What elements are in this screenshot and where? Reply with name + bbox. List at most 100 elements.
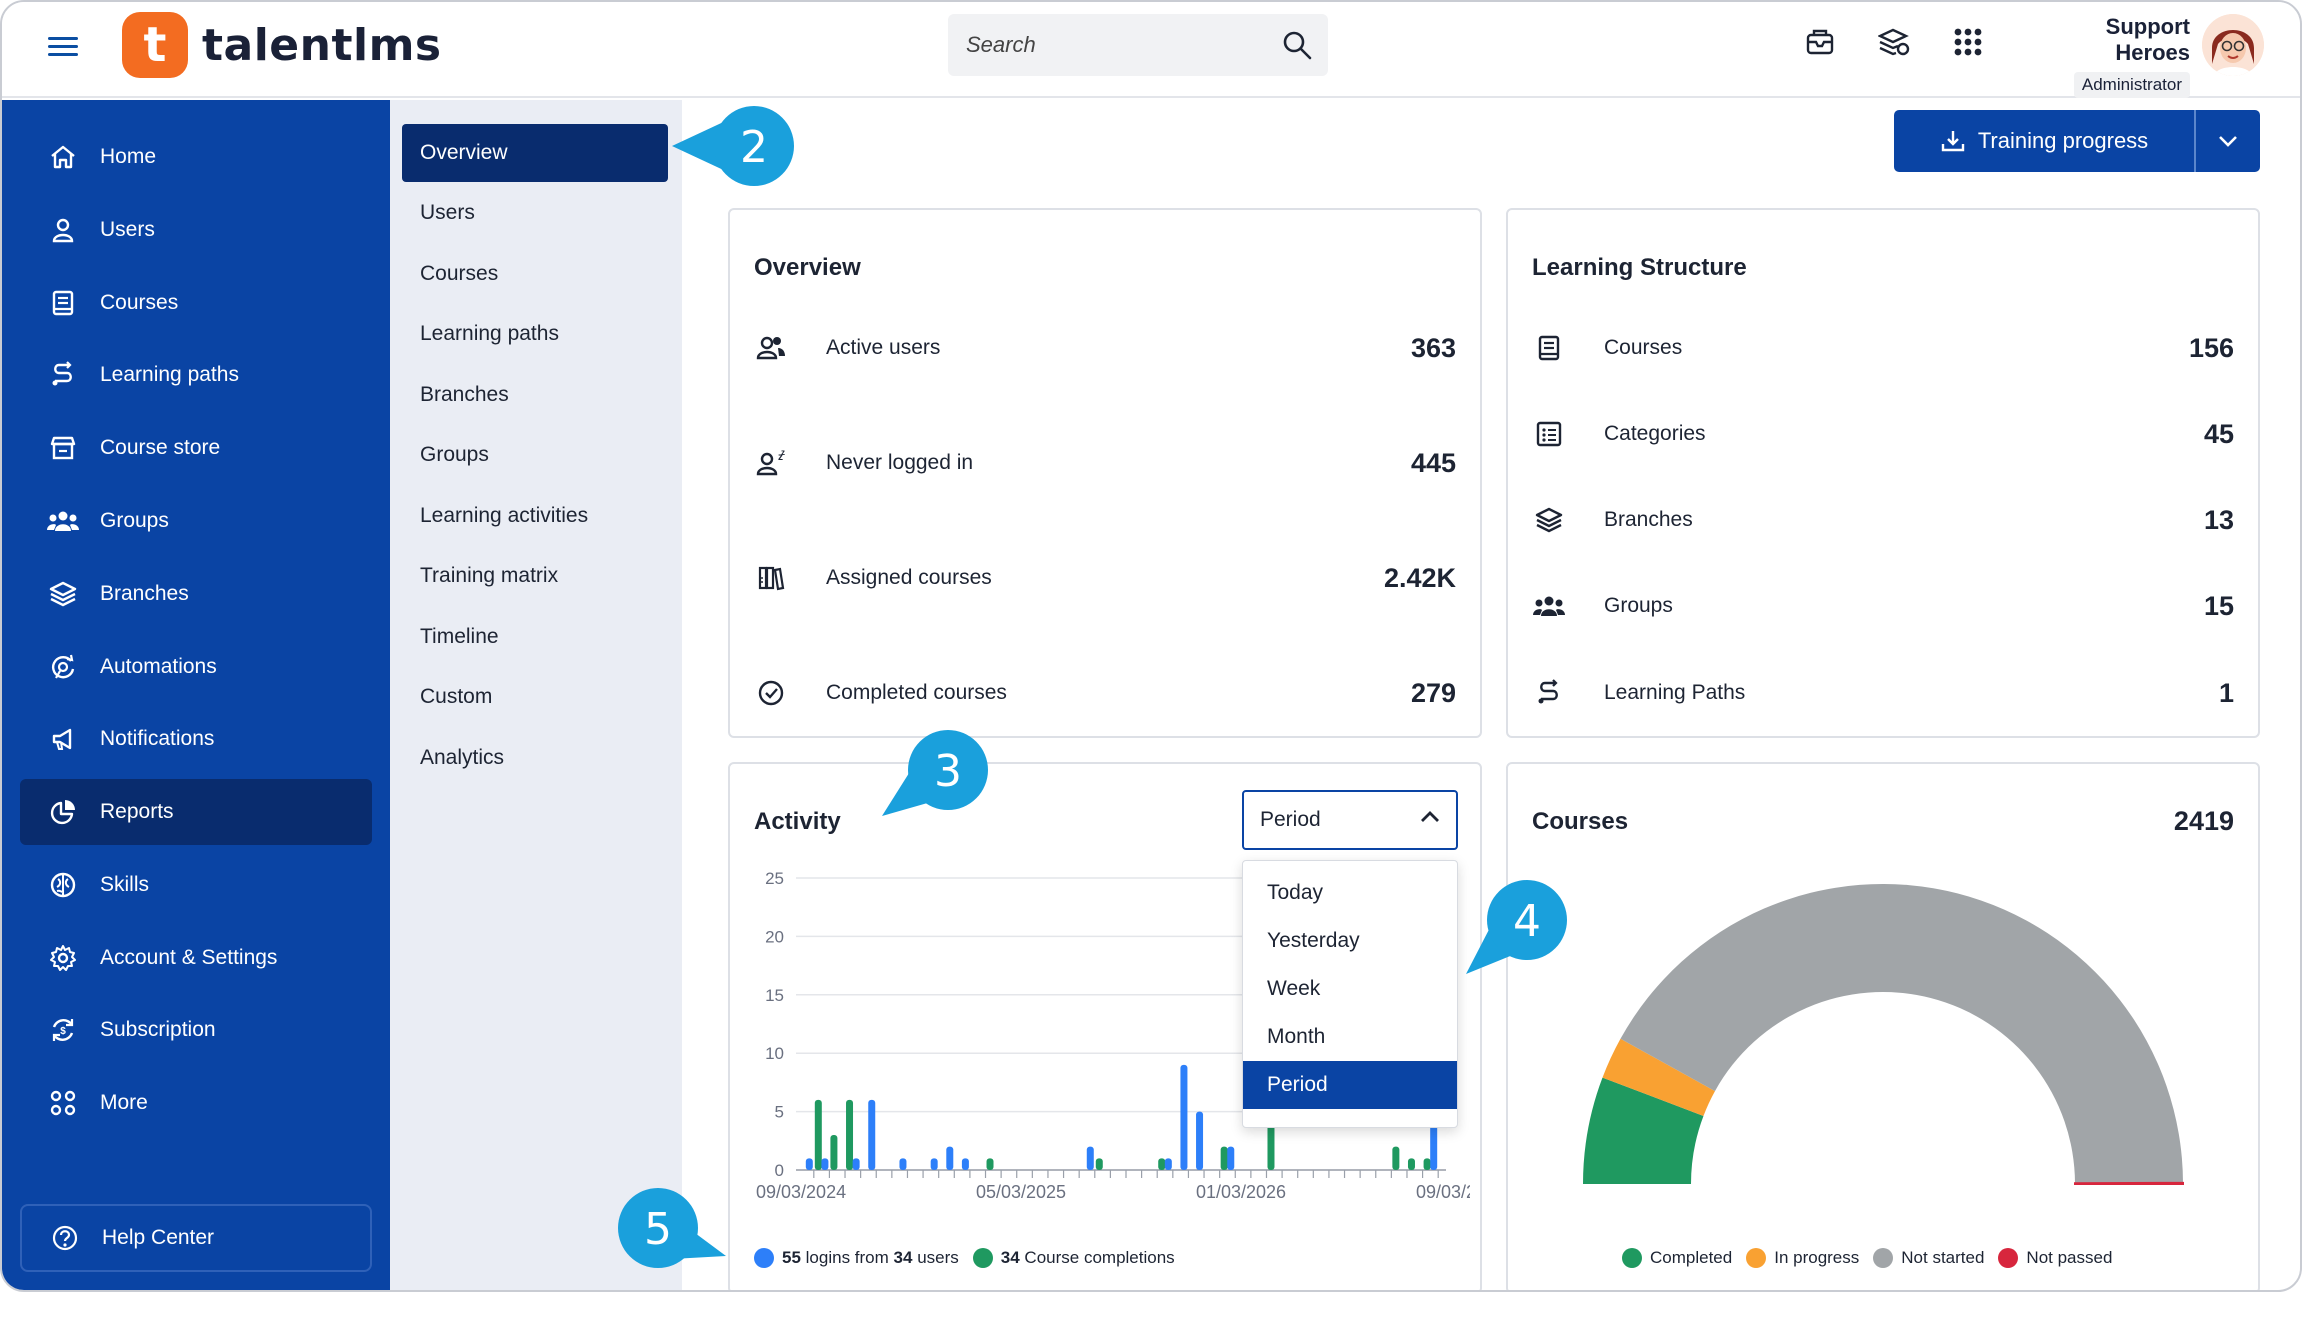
period-option-week[interactable]: Week bbox=[1267, 977, 1321, 1000]
logins-text: logins from bbox=[805, 1248, 889, 1267]
bar-completions[interactable] bbox=[1095, 1158, 1103, 1170]
user-name: Support Heroes bbox=[2105, 14, 2190, 65]
layers-badge-icon[interactable] bbox=[1876, 24, 1912, 60]
sidebar-item-subscription[interactable]: $ Subscription bbox=[20, 997, 372, 1063]
help-center-button[interactable]: Help Center bbox=[20, 1204, 372, 1272]
bar-logins[interactable] bbox=[1180, 1064, 1188, 1170]
user-info[interactable]: Support Heroes Administrator bbox=[2028, 14, 2190, 98]
bar-logins[interactable] bbox=[852, 1158, 860, 1170]
bar-completions[interactable] bbox=[1220, 1146, 1228, 1170]
callout-3: 3 bbox=[882, 730, 988, 816]
completions-count: 34 bbox=[1000, 1248, 1020, 1267]
bar-logins[interactable] bbox=[805, 1158, 813, 1170]
bar-completions[interactable] bbox=[1423, 1158, 1431, 1170]
bar-completions[interactable] bbox=[1158, 1158, 1166, 1170]
sidebar-item-learning-paths[interactable]: Learning paths bbox=[20, 342, 372, 408]
subnav-item-users[interactable]: Users bbox=[420, 201, 475, 224]
search-input[interactable] bbox=[948, 14, 1268, 76]
period-option-month[interactable]: Month bbox=[1267, 1025, 1326, 1048]
training-progress-button[interactable]: Training progress bbox=[1894, 110, 2196, 172]
sidebar: Home Users Courses Learning paths Course… bbox=[2, 100, 390, 1290]
bar-completions[interactable] bbox=[1392, 1146, 1400, 1170]
stat-row-branches[interactable]: Branches 13 bbox=[1532, 500, 2234, 540]
stat-row-categories[interactable]: Categories 45 bbox=[1532, 414, 2234, 454]
y-tick-label: 5 bbox=[775, 1103, 784, 1122]
legend-dot-blue bbox=[754, 1248, 774, 1268]
avatar[interactable] bbox=[2202, 14, 2264, 76]
sidebar-item-automations[interactable]: Automations bbox=[20, 634, 372, 700]
sidebar-item-users[interactable]: Users bbox=[20, 197, 372, 263]
sidebar-item-branches[interactable]: Branches bbox=[20, 561, 372, 627]
bar-logins[interactable] bbox=[930, 1158, 938, 1170]
courses-card-title: Courses bbox=[1532, 808, 1629, 835]
subnav-item-custom[interactable]: Custom bbox=[420, 685, 493, 708]
activity-chart: 0 5 10 15 20 25 09/03/2024 05/03/2025 01/03/2026… bbox=[756, 869, 1470, 1202]
sidebar-item-home[interactable]: Home bbox=[20, 124, 372, 190]
sidebar-item-reports[interactable]: Reports bbox=[20, 779, 372, 845]
legend-dot-not-passed bbox=[1998, 1248, 2019, 1268]
bar-logins[interactable] bbox=[899, 1158, 907, 1170]
bar-completions[interactable] bbox=[846, 1099, 854, 1170]
bar-logins[interactable] bbox=[961, 1158, 969, 1170]
sidebar-item-skills[interactable]: Skills bbox=[20, 852, 372, 918]
bar-logins[interactable] bbox=[821, 1158, 829, 1170]
hamburger-menu-icon[interactable] bbox=[48, 32, 78, 62]
training-progress-dropdown[interactable] bbox=[2196, 110, 2260, 172]
bar-logins[interactable] bbox=[868, 1099, 876, 1170]
subnav-item-groups[interactable]: Groups bbox=[420, 443, 489, 466]
apps-grid-icon[interactable] bbox=[1950, 24, 1986, 60]
period-option-period[interactable]: Period bbox=[1243, 1061, 1457, 1109]
bar-completions[interactable] bbox=[1407, 1158, 1415, 1170]
gauge-slice-in-progress[interactable] bbox=[1602, 1038, 1715, 1116]
bar-logins[interactable] bbox=[1164, 1158, 1172, 1170]
legend-label: In progress bbox=[1774, 1248, 1860, 1267]
period-option-today[interactable]: Today bbox=[1267, 881, 1324, 904]
y-tick-label: 0 bbox=[775, 1161, 784, 1180]
stat-row-learning-paths[interactable]: Learning Paths 1 bbox=[1532, 673, 2234, 713]
stat-value: 13 bbox=[2203, 504, 2234, 535]
logo[interactable]: t talentlms bbox=[122, 12, 442, 78]
bar-completions[interactable] bbox=[830, 1134, 838, 1170]
gauge-slice-completed[interactable] bbox=[1583, 1077, 1704, 1184]
subnav-item-analytics[interactable]: Analytics bbox=[420, 746, 505, 769]
bar-logins[interactable] bbox=[946, 1146, 954, 1170]
period-select[interactable]: Period bbox=[1242, 790, 1458, 850]
sidebar-item-account-settings[interactable]: Account & Settings bbox=[20, 925, 372, 991]
help-center-label: Help Center bbox=[102, 1226, 215, 1249]
brain-icon bbox=[46, 868, 80, 902]
bar-logins[interactable] bbox=[1227, 1146, 1235, 1170]
stat-row-groups[interactable]: Groups 15 bbox=[1532, 586, 2234, 626]
stat-row-active-users[interactable]: Active users 363 bbox=[754, 328, 1456, 368]
sidebar-item-notifications[interactable]: Notifications bbox=[20, 706, 372, 772]
subnav-item-timeline[interactable]: Timeline bbox=[420, 625, 499, 648]
chevron-up-icon bbox=[1421, 811, 1439, 822]
legend-logins: 55 logins from 34 users bbox=[754, 1248, 959, 1268]
bar-logins[interactable] bbox=[1086, 1146, 1094, 1170]
help-icon bbox=[48, 1221, 82, 1255]
stat-row-courses[interactable]: Courses 156 bbox=[1532, 328, 2234, 368]
messages-icon[interactable] bbox=[1802, 24, 1838, 60]
search-icon[interactable] bbox=[1282, 30, 1312, 60]
bar-completions[interactable] bbox=[814, 1099, 822, 1170]
bar-completions[interactable] bbox=[986, 1158, 994, 1170]
stat-value: 15 bbox=[2203, 590, 2234, 621]
stat-row-completed-courses[interactable]: Completed courses 279 bbox=[754, 673, 1456, 713]
gauge-slice-not-started[interactable] bbox=[1620, 884, 2183, 1184]
subnav-item-branches[interactable]: Branches bbox=[420, 383, 509, 406]
sidebar-item-more[interactable]: More bbox=[20, 1070, 372, 1136]
period-option-yesterday[interactable]: Yesterday bbox=[1267, 929, 1360, 952]
subnav-item-overview[interactable]: Overview bbox=[402, 124, 668, 182]
subnav-item-learning-activities[interactable]: Learning activities bbox=[420, 504, 589, 527]
stat-row-assigned-courses[interactable]: Assigned courses 2.42K bbox=[754, 558, 1456, 598]
sidebar-item-label: Home bbox=[100, 145, 157, 168]
app-window: t talentlms Support Heroes Administrator bbox=[0, 0, 2302, 1292]
bar-logins[interactable] bbox=[1196, 1111, 1204, 1170]
subnav-item-learning-paths[interactable]: Learning paths bbox=[420, 322, 559, 345]
subnav-item-training-matrix[interactable]: Training matrix bbox=[420, 564, 559, 587]
sidebar-item-courses[interactable]: Courses bbox=[20, 270, 372, 336]
gauge-slice-not-passed[interactable] bbox=[2073, 1181, 2185, 1185]
subnav-item-courses[interactable]: Courses bbox=[420, 262, 499, 285]
sidebar-item-course-store[interactable]: Course store bbox=[20, 415, 372, 481]
sidebar-item-groups[interactable]: Groups bbox=[20, 488, 372, 554]
